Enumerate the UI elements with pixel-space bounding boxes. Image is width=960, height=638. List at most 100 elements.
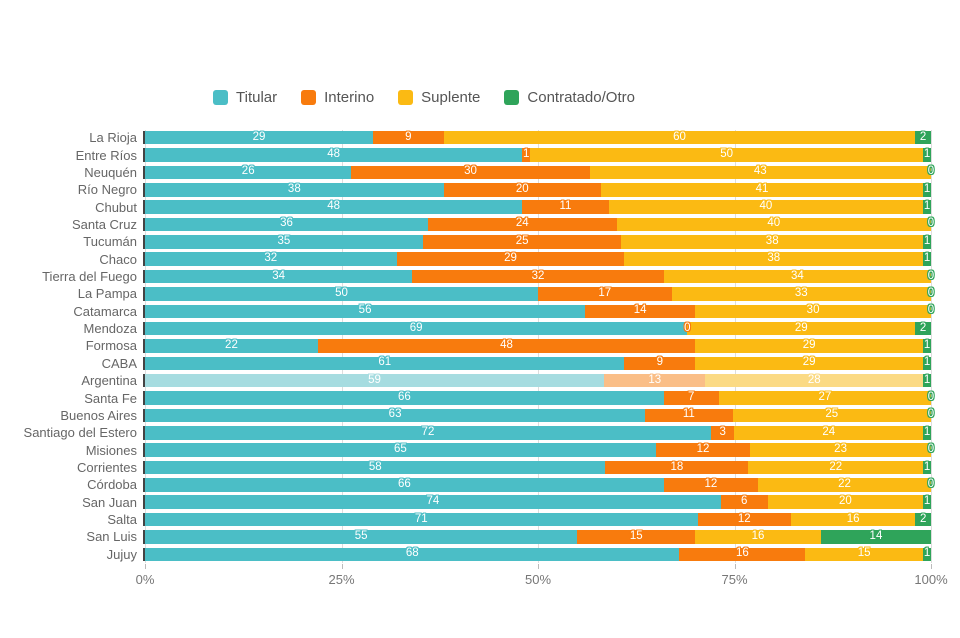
bar-segment-titular[interactable]: 56: [145, 304, 586, 319]
bar-segment-interino[interactable]: 6: [720, 495, 768, 509]
bar-segment-titular[interactable]: 68: [145, 547, 680, 562]
bar-segment-suplente[interactable]: 50: [530, 148, 924, 162]
bar-segment-interino[interactable]: 11: [645, 408, 733, 423]
bar-segment-suplente[interactable]: 41: [600, 182, 924, 197]
bar-segment-suplente[interactable]: 20: [767, 495, 924, 509]
bar-segment-contratado-otro[interactable]: 1: [923, 200, 931, 214]
bar-segment-suplente[interactable]: 38: [624, 252, 924, 266]
legend-item[interactable]: Contratado/Otro: [504, 89, 635, 106]
bar-segment-interino[interactable]: 14: [585, 304, 696, 319]
bar-segment-interino[interactable]: 32: [412, 269, 664, 284]
bar-segment-suplente[interactable]: 24: [734, 426, 924, 440]
bar-segment-suplente[interactable]: 29: [695, 339, 924, 353]
value-label: 41: [755, 182, 769, 195]
bar-segment-titular[interactable]: 22: [145, 339, 318, 353]
x-axis-tick: [145, 564, 146, 569]
bar-segment-suplente[interactable]: 22: [748, 460, 924, 475]
bar-segment-titular[interactable]: 61: [145, 356, 625, 371]
bar-segment-suplente[interactable]: 38: [621, 235, 924, 249]
bar-segment-contratado-otro[interactable]: 1: [923, 495, 931, 509]
bar-segment-suplente[interactable]: 34: [663, 269, 931, 284]
bar-segment-suplente[interactable]: 27: [718, 391, 931, 405]
bar-segment-titular[interactable]: 38: [145, 183, 444, 197]
bar-segment-titular[interactable]: 66: [145, 391, 664, 405]
bar-segment-suplente[interactable]: 28: [705, 373, 924, 388]
bar-segment-contratado-otro[interactable]: 1: [923, 148, 931, 162]
bar-segment-titular[interactable]: 32: [145, 252, 397, 266]
bar-segment-interino[interactable]: 12: [663, 478, 759, 492]
bar-segment-titular[interactable]: 59: [145, 373, 605, 388]
value-label: 1: [522, 147, 530, 160]
bar-segment-titular[interactable]: 29: [145, 130, 373, 145]
bar-segment-contratado-otro[interactable]: 2: [915, 512, 931, 527]
bar-segment-interino[interactable]: 11: [522, 200, 609, 214]
bar-segment-suplente[interactable]: 29: [695, 356, 924, 371]
bar-segment-contratado-otro[interactable]: 14: [820, 530, 931, 544]
bar-segment-interino[interactable]: 48: [317, 339, 696, 353]
bar-segment-suplente[interactable]: 43: [589, 165, 931, 180]
bar-segment-titular[interactable]: 26: [145, 165, 352, 180]
bar-segment-titular[interactable]: 34: [145, 269, 413, 284]
bar-segment-interino[interactable]: 7: [663, 390, 719, 405]
bar-segment-titular[interactable]: 66: [145, 478, 664, 492]
bar-segment-titular[interactable]: 48: [145, 200, 523, 214]
bar-segment-interino[interactable]: 13: [604, 373, 706, 388]
bar-segment-titular[interactable]: 69: [145, 321, 688, 336]
bar-segment-titular[interactable]: 36: [145, 217, 428, 232]
bar-segment-contratado-otro[interactable]: 1: [923, 426, 931, 440]
bar-segment-suplente[interactable]: 29: [687, 321, 916, 336]
bar-segment-titular[interactable]: 65: [145, 443, 656, 457]
bar-segment-interino[interactable]: 15: [577, 530, 696, 544]
bar-segment-titular[interactable]: 50: [145, 287, 538, 301]
bar-segment-suplente[interactable]: 22: [758, 478, 931, 492]
legend-item[interactable]: Interino: [301, 89, 374, 106]
bar-segment-titular[interactable]: 58: [145, 460, 606, 475]
bar-segment-interino[interactable]: 18: [605, 460, 749, 475]
bar-segment-interino[interactable]: 24: [427, 217, 617, 232]
bar-segment-contratado-otro[interactable]: 1: [923, 547, 931, 562]
bar-segment-suplente[interactable]: 15: [805, 547, 924, 562]
bar-segment-interino[interactable]: 25: [422, 235, 622, 249]
value-label: 7: [688, 390, 695, 403]
bar-segment-titular[interactable]: 48: [145, 148, 523, 162]
bar-segment-interino[interactable]: 16: [679, 547, 806, 562]
bar-segment-contratado-otro[interactable]: 2: [915, 321, 931, 336]
bar-segment-suplente[interactable]: 40: [608, 200, 924, 214]
bar-segment-contratado-otro[interactable]: 1: [923, 460, 931, 475]
bar-segment-suplente[interactable]: 40: [616, 217, 931, 232]
bar-segment-suplente[interactable]: 33: [671, 287, 931, 301]
bar-segment-contratado-otro[interactable]: 2: [915, 130, 931, 145]
bar-segment-interino[interactable]: 17: [538, 287, 672, 301]
bar-segment-suplente[interactable]: 16: [790, 512, 916, 527]
bar-segment-suplente[interactable]: 30: [695, 304, 931, 319]
bar-segment-interino[interactable]: 1: [522, 147, 531, 162]
bar-segment-interino[interactable]: 3: [710, 426, 735, 440]
bar-segment-interino[interactable]: 12: [697, 512, 791, 527]
bar-segment-suplente[interactable]: 60: [443, 130, 916, 145]
bar-segment-titular[interactable]: 74: [145, 495, 721, 509]
bar-segment-interino[interactable]: 29: [396, 252, 625, 266]
bar-segment-contratado-otro[interactable]: 1: [923, 235, 931, 249]
bar-segment-interino[interactable]: 12: [655, 443, 751, 457]
bar-segment-contratado-otro[interactable]: 1: [923, 356, 931, 371]
bar-segment-interino[interactable]: 30: [351, 165, 590, 180]
bar-segment-titular[interactable]: 71: [145, 512, 698, 527]
category-label: Chubut: [95, 199, 137, 215]
bar-segment-suplente[interactable]: 16: [695, 530, 821, 544]
bar-segment-contratado-otro[interactable]: 1: [923, 373, 931, 388]
bar-segment-interino[interactable]: 20: [443, 183, 601, 197]
legend-item[interactable]: Titular: [213, 89, 277, 106]
bar-segment-suplente[interactable]: 23: [750, 443, 931, 457]
bar-segment-contratado-otro[interactable]: 1: [923, 183, 931, 197]
chart-row: CABA 61 9 29 1: [0, 355, 960, 372]
bar-segment-contratado-otro[interactable]: 1: [923, 252, 931, 266]
bar-segment-interino[interactable]: 9: [624, 356, 696, 371]
bar-segment-titular[interactable]: 72: [145, 426, 711, 440]
bar-segment-suplente[interactable]: 25: [732, 408, 931, 423]
bar-segment-contratado-otro[interactable]: 1: [923, 339, 931, 353]
bar-segment-titular[interactable]: 55: [145, 530, 578, 544]
legend-item[interactable]: Suplente: [398, 89, 480, 106]
bar-segment-interino[interactable]: 9: [372, 130, 444, 145]
bar-segment-titular[interactable]: 35: [145, 235, 423, 249]
bar-segment-titular[interactable]: 63: [145, 408, 646, 423]
